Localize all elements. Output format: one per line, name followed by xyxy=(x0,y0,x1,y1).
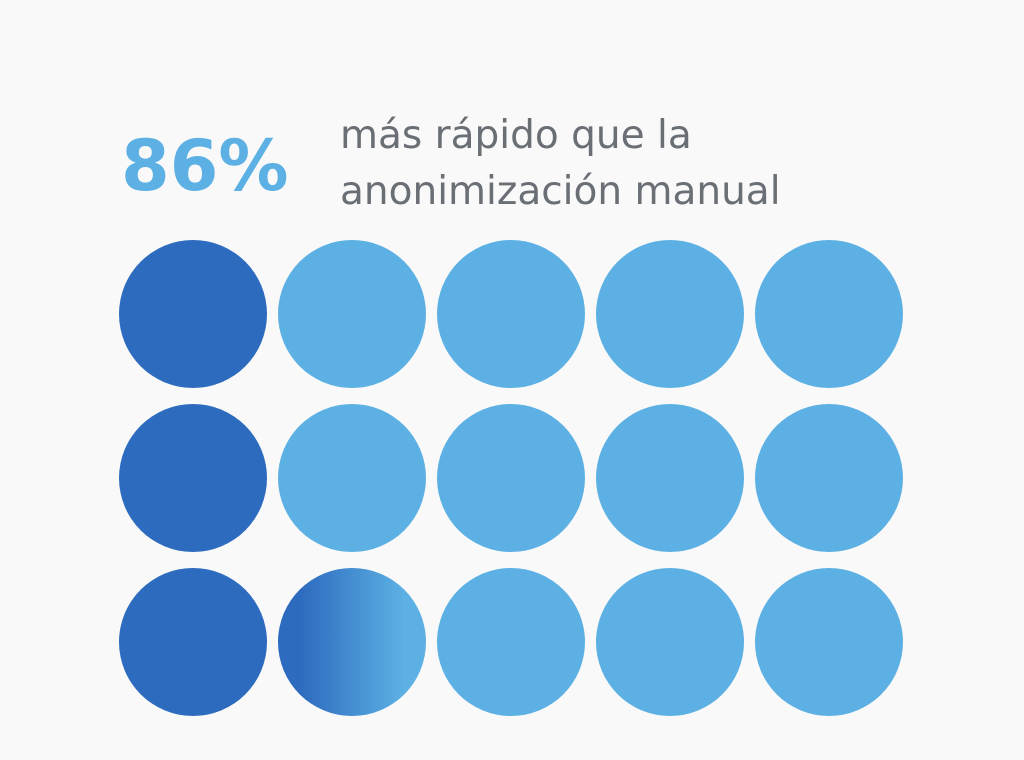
circle xyxy=(278,240,426,388)
circle xyxy=(278,568,426,716)
circle xyxy=(119,404,267,552)
circle xyxy=(437,568,585,716)
circle-grid xyxy=(119,240,903,716)
circle xyxy=(755,404,903,552)
stat-description: más rápido que la xyxy=(340,113,692,158)
circle xyxy=(119,240,267,388)
circle xyxy=(437,404,585,552)
circle xyxy=(596,404,744,552)
circle xyxy=(278,404,426,552)
stat-description: anonimización manual xyxy=(340,169,781,214)
circle xyxy=(596,568,744,716)
circle xyxy=(437,240,585,388)
circle xyxy=(755,240,903,388)
stat-value: 86% xyxy=(121,125,289,207)
circle xyxy=(755,568,903,716)
circle xyxy=(596,240,744,388)
circle xyxy=(119,568,267,716)
